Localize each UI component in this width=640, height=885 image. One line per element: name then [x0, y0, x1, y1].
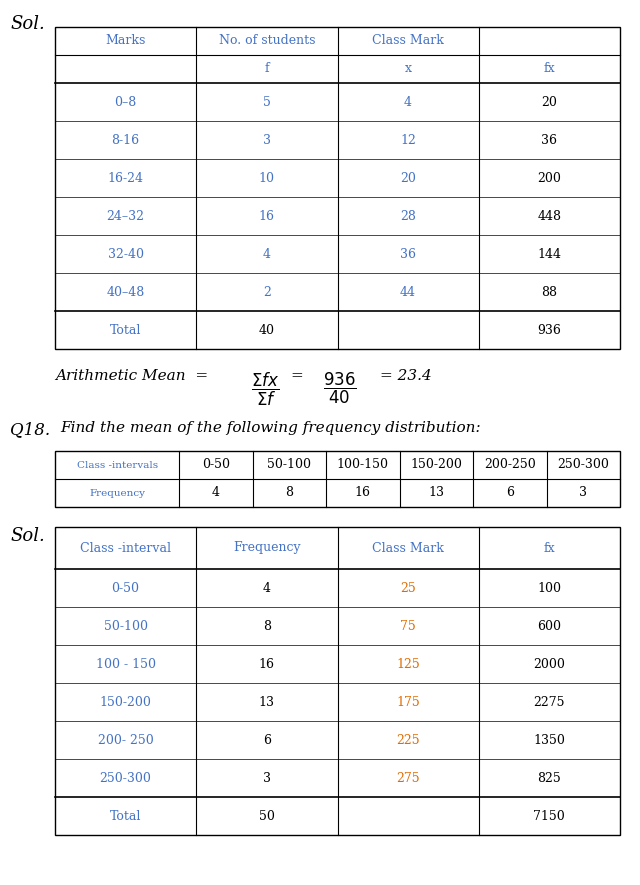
Text: Arithmetic Mean  =: Arithmetic Mean = [55, 369, 208, 383]
Text: 200-250: 200-250 [484, 458, 536, 472]
Text: 8-16: 8-16 [111, 134, 140, 147]
Text: 16-24: 16-24 [108, 172, 143, 184]
Text: 2275: 2275 [534, 696, 565, 709]
Text: 75: 75 [400, 620, 416, 633]
Text: 225: 225 [396, 734, 420, 747]
Text: 250-300: 250-300 [557, 458, 609, 472]
Text: 36: 36 [541, 134, 557, 147]
Text: 150-200: 150-200 [410, 458, 462, 472]
Text: Class -interval: Class -interval [80, 542, 171, 555]
Text: Find the mean of the following frequency distribution:: Find the mean of the following frequency… [60, 421, 481, 435]
Text: 100-150: 100-150 [337, 458, 389, 472]
Text: 100: 100 [538, 581, 561, 595]
Text: 0-50: 0-50 [111, 581, 140, 595]
Text: 4: 4 [212, 487, 220, 499]
Text: fx: fx [543, 63, 555, 75]
Text: 6: 6 [506, 487, 514, 499]
Bar [55, 527, 620, 835]
Text: 50-100: 50-100 [104, 620, 148, 633]
Text: 40–48: 40–48 [106, 286, 145, 298]
Text: 4: 4 [404, 96, 412, 109]
Text: 16: 16 [259, 210, 275, 222]
Bar [55, 27, 620, 349]
Text: Frequency: Frequency [89, 489, 145, 497]
Text: Class Mark: Class Mark [372, 35, 444, 48]
Text: $\dfrac{\Sigma fx}{\Sigma f}$: $\dfrac{\Sigma fx}{\Sigma f}$ [251, 371, 279, 408]
Text: 936: 936 [538, 324, 561, 336]
Text: 10: 10 [259, 172, 275, 184]
Text: 3: 3 [263, 772, 271, 784]
Text: Marks: Marks [106, 35, 146, 48]
Text: Class Mark: Class Mark [372, 542, 444, 555]
Text: 16: 16 [259, 658, 275, 671]
Text: 175: 175 [396, 696, 420, 709]
Text: 2000: 2000 [533, 658, 565, 671]
Text: 4: 4 [263, 581, 271, 595]
Text: 4: 4 [263, 248, 271, 260]
Text: 25: 25 [400, 581, 416, 595]
Text: =: = [290, 369, 303, 383]
Text: 448: 448 [538, 210, 561, 222]
Text: 600: 600 [538, 620, 561, 633]
Bar [55, 451, 620, 507]
Text: Sol.: Sol. [10, 15, 45, 33]
Text: Total: Total [110, 324, 141, 336]
Text: 5: 5 [263, 96, 271, 109]
Text: 144: 144 [538, 248, 561, 260]
Text: x: x [404, 63, 412, 75]
Text: 2: 2 [263, 286, 271, 298]
Text: 125: 125 [396, 658, 420, 671]
Text: 3: 3 [263, 134, 271, 147]
Text: 0–8: 0–8 [115, 96, 137, 109]
Text: 13: 13 [428, 487, 444, 499]
Text: No. of students: No. of students [219, 35, 315, 48]
Text: 50: 50 [259, 810, 275, 822]
Text: 825: 825 [538, 772, 561, 784]
Text: 50-100: 50-100 [268, 458, 312, 472]
Text: Class -intervals: Class -intervals [77, 460, 157, 470]
Text: 200- 250: 200- 250 [98, 734, 154, 747]
Text: fx: fx [543, 542, 555, 555]
Text: 150-200: 150-200 [100, 696, 152, 709]
Text: 24–32: 24–32 [107, 210, 145, 222]
Text: 200: 200 [538, 172, 561, 184]
Text: 16: 16 [355, 487, 371, 499]
Text: 3: 3 [579, 487, 588, 499]
Text: 1350: 1350 [533, 734, 565, 747]
Text: 32-40: 32-40 [108, 248, 143, 260]
Text: 0-50: 0-50 [202, 458, 230, 472]
Text: 20: 20 [400, 172, 416, 184]
Text: 8: 8 [285, 487, 294, 499]
Text: 8: 8 [263, 620, 271, 633]
Text: f: f [264, 63, 269, 75]
Text: $\dfrac{936}{40}$: $\dfrac{936}{40}$ [323, 371, 357, 406]
Text: 44: 44 [400, 286, 416, 298]
Text: 12: 12 [400, 134, 416, 147]
Text: 100 - 150: 100 - 150 [95, 658, 156, 671]
Text: 6: 6 [263, 734, 271, 747]
Text: 275: 275 [396, 772, 420, 784]
Text: Q18.: Q18. [10, 421, 50, 438]
Text: Sol.: Sol. [10, 527, 45, 545]
Text: 13: 13 [259, 696, 275, 709]
Text: = 23.4: = 23.4 [380, 369, 432, 383]
Text: 250-300: 250-300 [100, 772, 152, 784]
Text: 36: 36 [400, 248, 416, 260]
Text: 28: 28 [400, 210, 416, 222]
Text: 88: 88 [541, 286, 557, 298]
Text: 40: 40 [259, 324, 275, 336]
Text: 7150: 7150 [534, 810, 565, 822]
Text: 20: 20 [541, 96, 557, 109]
Text: Frequency: Frequency [233, 542, 301, 555]
Text: Total: Total [110, 810, 141, 822]
